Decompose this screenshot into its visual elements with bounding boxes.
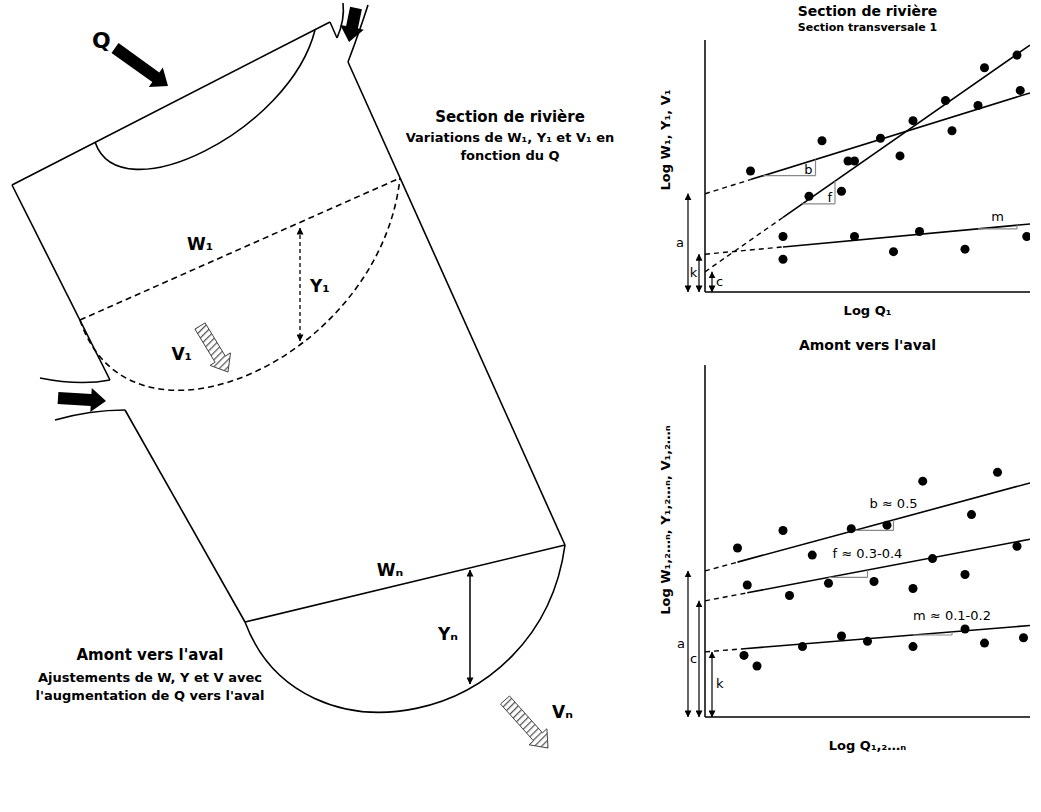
svg-text:m: m — [991, 209, 1004, 224]
svg-text:Vₙ: Vₙ — [552, 702, 573, 722]
svg-text:Ajustements de W, Y et V avec: Ajustements de W, Y et V avec — [38, 670, 262, 685]
svg-text:Section transversale 1: Section transversale 1 — [798, 21, 937, 34]
svg-text:a: a — [676, 235, 684, 250]
svg-text:W₁: W₁ — [187, 234, 213, 254]
svg-text:Y₁: Y₁ — [309, 276, 330, 296]
svg-text:Yₙ: Yₙ — [437, 624, 458, 644]
svg-text:f ≈ 0.3-0.4: f ≈ 0.3-0.4 — [833, 546, 903, 561]
svg-text:Amont vers l'aval: Amont vers l'aval — [799, 337, 936, 353]
svg-text:Variations de W₁, Y₁ et V₁ en: Variations de W₁, Y₁ et V₁ en — [406, 130, 615, 145]
svg-text:Log Q₁,₂…ₙ: Log Q₁,₂…ₙ — [829, 738, 906, 753]
svg-text:f: f — [827, 190, 832, 205]
svg-text:k: k — [716, 676, 724, 691]
svg-text:Log Q₁: Log Q₁ — [844, 303, 892, 318]
svg-text:b ≈ 0.5: b ≈ 0.5 — [869, 496, 917, 511]
svg-text:l'augmentation de Q vers l'ava: l'augmentation de Q vers l'aval — [36, 688, 265, 703]
svg-text:m ≈ 0.1-0.2: m ≈ 0.1-0.2 — [913, 608, 991, 623]
svg-text:c: c — [716, 274, 723, 289]
svg-text:Amont vers l'aval: Amont vers l'aval — [76, 646, 223, 664]
svg-text:Section de rivière: Section de rivière — [798, 3, 938, 19]
svg-text:Section de rivière: Section de rivière — [435, 108, 585, 126]
svg-text:a: a — [677, 636, 685, 651]
svg-text:b: b — [804, 162, 812, 177]
svg-text:c: c — [690, 651, 697, 666]
svg-text:Log W₁,₂…ₙ, Y₁,₂…ₙ, V₁,₂…ₙ: Log W₁,₂…ₙ, Y₁,₂…ₙ, V₁,₂…ₙ — [658, 425, 673, 615]
svg-text:Q: Q — [92, 28, 111, 53]
svg-text:k: k — [690, 265, 698, 280]
svg-text:fonction du Q: fonction du Q — [460, 148, 559, 163]
svg-text:V₁: V₁ — [171, 344, 192, 364]
svg-text:Log W₁, Y₁, V₁: Log W₁, Y₁, V₁ — [658, 90, 673, 191]
svg-text:Wₙ: Wₙ — [377, 560, 404, 580]
